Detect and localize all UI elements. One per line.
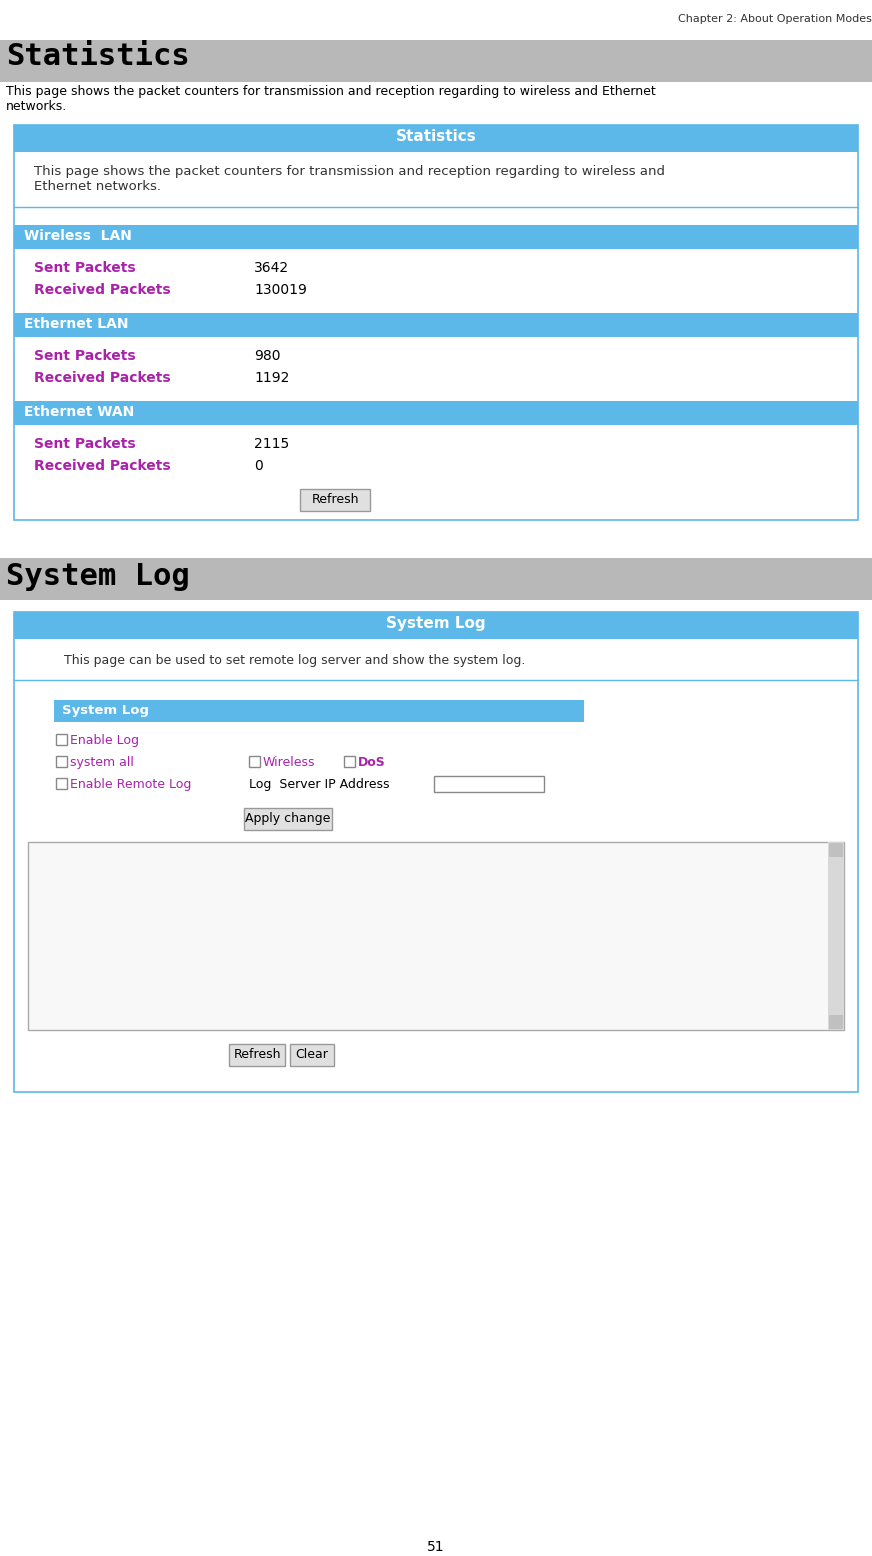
Text: Refresh: Refresh: [233, 1049, 281, 1061]
Text: Clear: Clear: [296, 1049, 329, 1061]
Text: Received Packets: Received Packets: [34, 283, 171, 297]
Text: system all: system all: [70, 756, 134, 769]
Bar: [14, 612, 858, 1092]
Bar: [344, 756, 355, 767]
Text: Statistics: Statistics: [6, 42, 190, 72]
Text: 130019: 130019: [254, 283, 307, 297]
Text: Sent Packets: Sent Packets: [34, 261, 136, 275]
Text: 51: 51: [427, 1540, 445, 1554]
Text: Received Packets: Received Packets: [34, 370, 171, 384]
Text: This page shows the packet counters for transmission and reception regarding to : This page shows the packet counters for …: [34, 165, 665, 193]
Text: 1192: 1192: [254, 370, 290, 384]
Text: DoS: DoS: [358, 756, 385, 769]
Text: Sent Packets: Sent Packets: [34, 437, 136, 451]
Bar: [56, 734, 67, 745]
Bar: [0, 40, 872, 82]
Text: 980: 980: [254, 349, 281, 363]
Bar: [829, 1015, 843, 1029]
Bar: [14, 612, 858, 640]
Bar: [14, 226, 858, 249]
Bar: [56, 756, 67, 767]
Text: 2115: 2115: [254, 437, 290, 451]
Text: Statistics: Statistics: [396, 129, 476, 145]
Text: Sent Packets: Sent Packets: [34, 349, 136, 363]
Text: Ethernet LAN: Ethernet LAN: [24, 317, 128, 331]
Text: Enable Remote Log: Enable Remote Log: [70, 778, 191, 790]
Text: System Log: System Log: [62, 703, 149, 717]
Bar: [0, 559, 872, 601]
Text: This page shows the packet counters for transmission and reception regarding to : This page shows the packet counters for …: [6, 86, 656, 114]
Bar: [434, 776, 544, 792]
Text: Log  Server IP Address: Log Server IP Address: [249, 778, 390, 790]
Bar: [229, 1044, 285, 1066]
Bar: [14, 313, 858, 338]
Text: Enable Log: Enable Log: [70, 734, 139, 747]
Bar: [28, 842, 844, 1030]
Text: Ethernet WAN: Ethernet WAN: [24, 405, 134, 419]
Bar: [56, 778, 67, 789]
Text: Refresh: Refresh: [311, 493, 358, 506]
Text: Wireless: Wireless: [263, 756, 316, 769]
Text: This page can be used to set remote log server and show the system log.: This page can be used to set remote log …: [64, 654, 525, 668]
Text: System Log: System Log: [386, 616, 486, 632]
Bar: [300, 489, 370, 510]
Bar: [14, 401, 858, 425]
Text: 3642: 3642: [254, 261, 290, 275]
Bar: [54, 700, 584, 722]
Bar: [829, 843, 843, 857]
Text: Received Packets: Received Packets: [34, 459, 171, 473]
Text: 0: 0: [254, 459, 262, 473]
Text: Wireless  LAN: Wireless LAN: [24, 229, 132, 243]
Bar: [290, 1044, 334, 1066]
Text: System Log: System Log: [6, 562, 190, 591]
Bar: [828, 842, 844, 1030]
Bar: [244, 808, 332, 829]
Bar: [14, 124, 858, 520]
Bar: [14, 124, 858, 152]
Text: Chapter 2: About Operation Modes: Chapter 2: About Operation Modes: [678, 14, 872, 23]
Text: Apply change: Apply change: [245, 812, 330, 825]
Bar: [249, 756, 260, 767]
